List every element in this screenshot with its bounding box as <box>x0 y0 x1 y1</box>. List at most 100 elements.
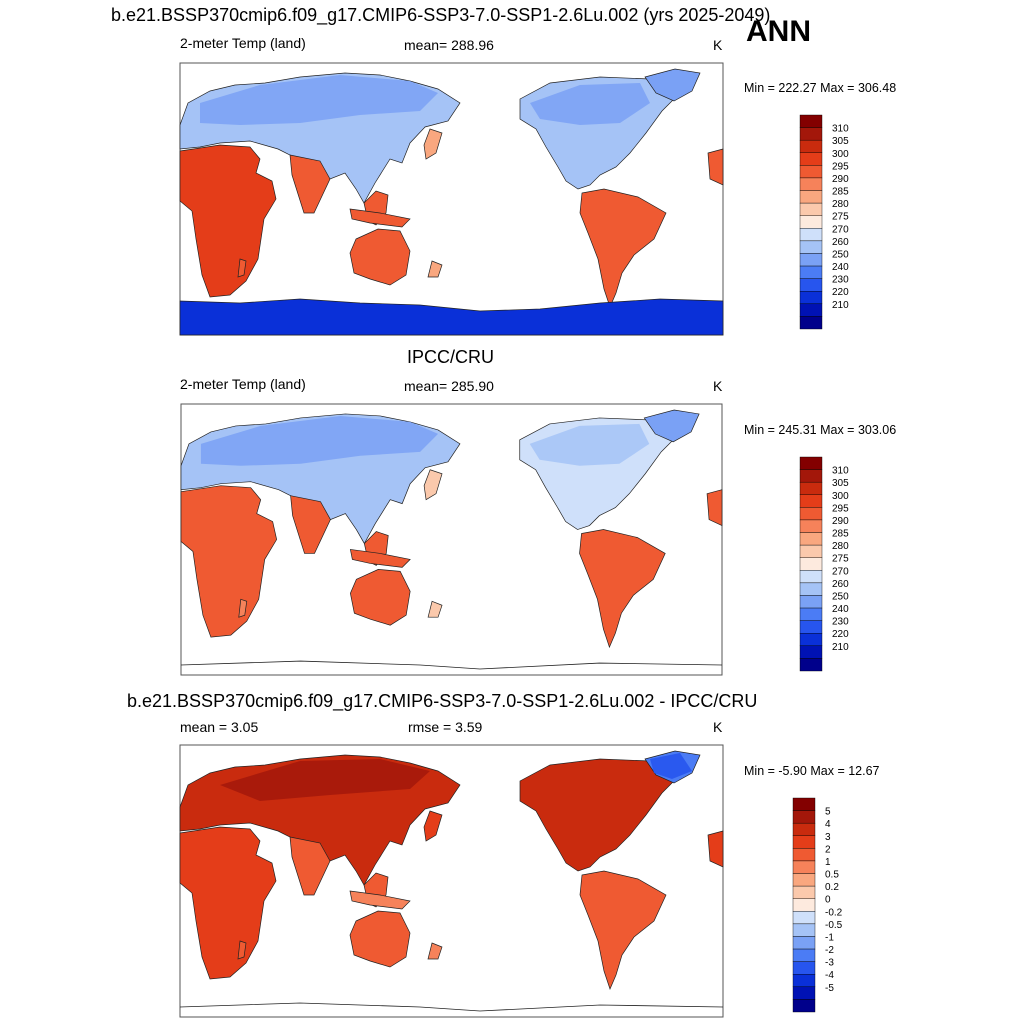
region-japan <box>423 469 443 501</box>
colorbar-swatch <box>799 215 823 229</box>
colorbar-tick-label: 210 <box>832 642 849 653</box>
colorbar-swatch <box>799 469 823 483</box>
region-samerica <box>579 529 666 649</box>
colorbar-swatch <box>792 923 816 937</box>
panel2-variable-label: 2-meter Temp (land) <box>180 376 306 392</box>
colorbar-swatch <box>799 114 823 128</box>
region-greenland-cold <box>650 753 692 779</box>
colorbar-swatch <box>799 658 823 672</box>
colorbar-tick-label: 260 <box>832 237 849 248</box>
colorbar-swatch <box>799 633 823 647</box>
colorbar-tick-label: 220 <box>832 287 849 298</box>
region-canada <box>529 423 650 466</box>
colorbar-tick-label: 220 <box>832 629 849 640</box>
colorbar-swatch <box>792 797 816 811</box>
region-nz <box>427 942 443 960</box>
colorbar-tick-label: -0.5 <box>825 920 843 931</box>
colorbar-tick-label: 4 <box>825 819 831 830</box>
region-greenland <box>644 68 701 102</box>
colorbar-swatch <box>792 948 816 962</box>
panel1-mean-label: mean= 288.96 <box>404 37 494 53</box>
colorbar-tick-label: 3 <box>825 832 831 843</box>
colorbar-tick-label: 310 <box>832 124 849 135</box>
panel2-colorbar: 3103053002952902852802752702602502402302… <box>799 456 849 672</box>
colorbar-tick-label: -2 <box>825 945 834 956</box>
colorbar-tick-label: 290 <box>832 516 849 527</box>
colorbar-tick-label: 285 <box>832 187 849 198</box>
colorbar-swatch <box>792 961 816 975</box>
region-nz <box>427 260 443 278</box>
colorbar-tick-label: 240 <box>832 604 849 615</box>
colorbar-swatch <box>799 202 823 216</box>
colorbar-tick-label: 0.5 <box>825 870 839 881</box>
colorbar-swatch <box>792 936 816 950</box>
region-indones <box>349 208 411 228</box>
panel2-map <box>180 403 723 676</box>
region-australia <box>349 228 411 286</box>
colorbar-swatch <box>799 139 823 153</box>
colorbar-swatch <box>799 532 823 546</box>
colorbar-tick-label: 270 <box>832 224 849 235</box>
colorbar-tick-label: 0.2 <box>825 882 839 893</box>
region-siberia <box>220 759 430 801</box>
region-indones <box>349 549 411 568</box>
colorbar-tick-label: 5 <box>825 807 831 818</box>
colorbar-swatch <box>792 822 816 836</box>
colorbar-tick-label: 295 <box>832 161 849 172</box>
colorbar-tick-label: 250 <box>832 591 849 602</box>
colorbar-swatch <box>792 911 816 925</box>
colorbar-tick-label: 275 <box>832 212 849 223</box>
colorbar-tick-label: 230 <box>832 275 849 286</box>
colorbar-swatch <box>799 507 823 521</box>
colorbar-swatch <box>799 645 823 659</box>
panel1-colorbar: 3103053002952902852802752702602502402302… <box>799 114 849 330</box>
colorbar-swatch <box>792 835 816 849</box>
panel3-colorbar: 54 32 1 0.50.2 0-0.2 -0.5-1 -2 -3-4 -5 <box>792 797 843 1013</box>
colorbar-swatch <box>799 253 823 267</box>
colorbar-swatch <box>799 570 823 584</box>
panel2-mean-label: mean= 285.90 <box>404 378 494 394</box>
colorbar-swatch <box>792 986 816 1000</box>
region-samerica <box>579 188 667 308</box>
region-africa <box>179 144 277 298</box>
region-africa <box>179 826 277 980</box>
panel1-min-max: Min = 222.27 Max = 306.48 <box>744 81 897 95</box>
colorbar-swatch <box>799 557 823 571</box>
region-siberia <box>200 75 438 125</box>
region-india <box>290 495 331 554</box>
coast-antarctica <box>179 1002 724 1012</box>
colorbar-swatch <box>792 873 816 887</box>
colorbar-tick-label: 270 <box>832 566 849 577</box>
colorbar-swatch <box>799 190 823 204</box>
colorbar-swatch <box>799 240 823 254</box>
colorbar-swatch <box>799 481 823 495</box>
region-europe_x <box>707 830 724 868</box>
colorbar-swatch <box>799 165 823 179</box>
colorbar-swatch <box>799 152 823 166</box>
colorbar-swatch <box>792 860 816 874</box>
region-japan <box>423 810 443 842</box>
colorbar-swatch <box>799 519 823 533</box>
colorbar-tick-label: 310 <box>832 466 849 477</box>
colorbar-swatch <box>792 974 816 988</box>
panel1-map <box>179 62 724 336</box>
colorbar-swatch <box>792 999 816 1013</box>
colorbar-tick-label: 250 <box>832 249 849 260</box>
colorbar-tick-label: 2 <box>825 844 831 855</box>
region-madagascar <box>237 940 247 960</box>
colorbar-swatch <box>799 582 823 596</box>
colorbar-tick-label: 260 <box>832 579 849 590</box>
colorbar-tick-label: 210 <box>832 300 849 311</box>
region-indones <box>349 890 411 910</box>
colorbar-tick-label: 290 <box>832 174 849 185</box>
region-australia <box>349 910 411 968</box>
colorbar-swatch <box>799 177 823 191</box>
region-india <box>289 154 331 214</box>
region-canada <box>530 83 650 125</box>
colorbar-swatch <box>799 316 823 330</box>
region-siberia <box>200 415 439 466</box>
panel2-min-max: Min = 245.31 Max = 303.06 <box>744 423 897 437</box>
panel2-units-label: K <box>713 378 723 394</box>
colorbar-tick-label: 300 <box>832 491 849 502</box>
region-europe_x <box>706 489 723 527</box>
